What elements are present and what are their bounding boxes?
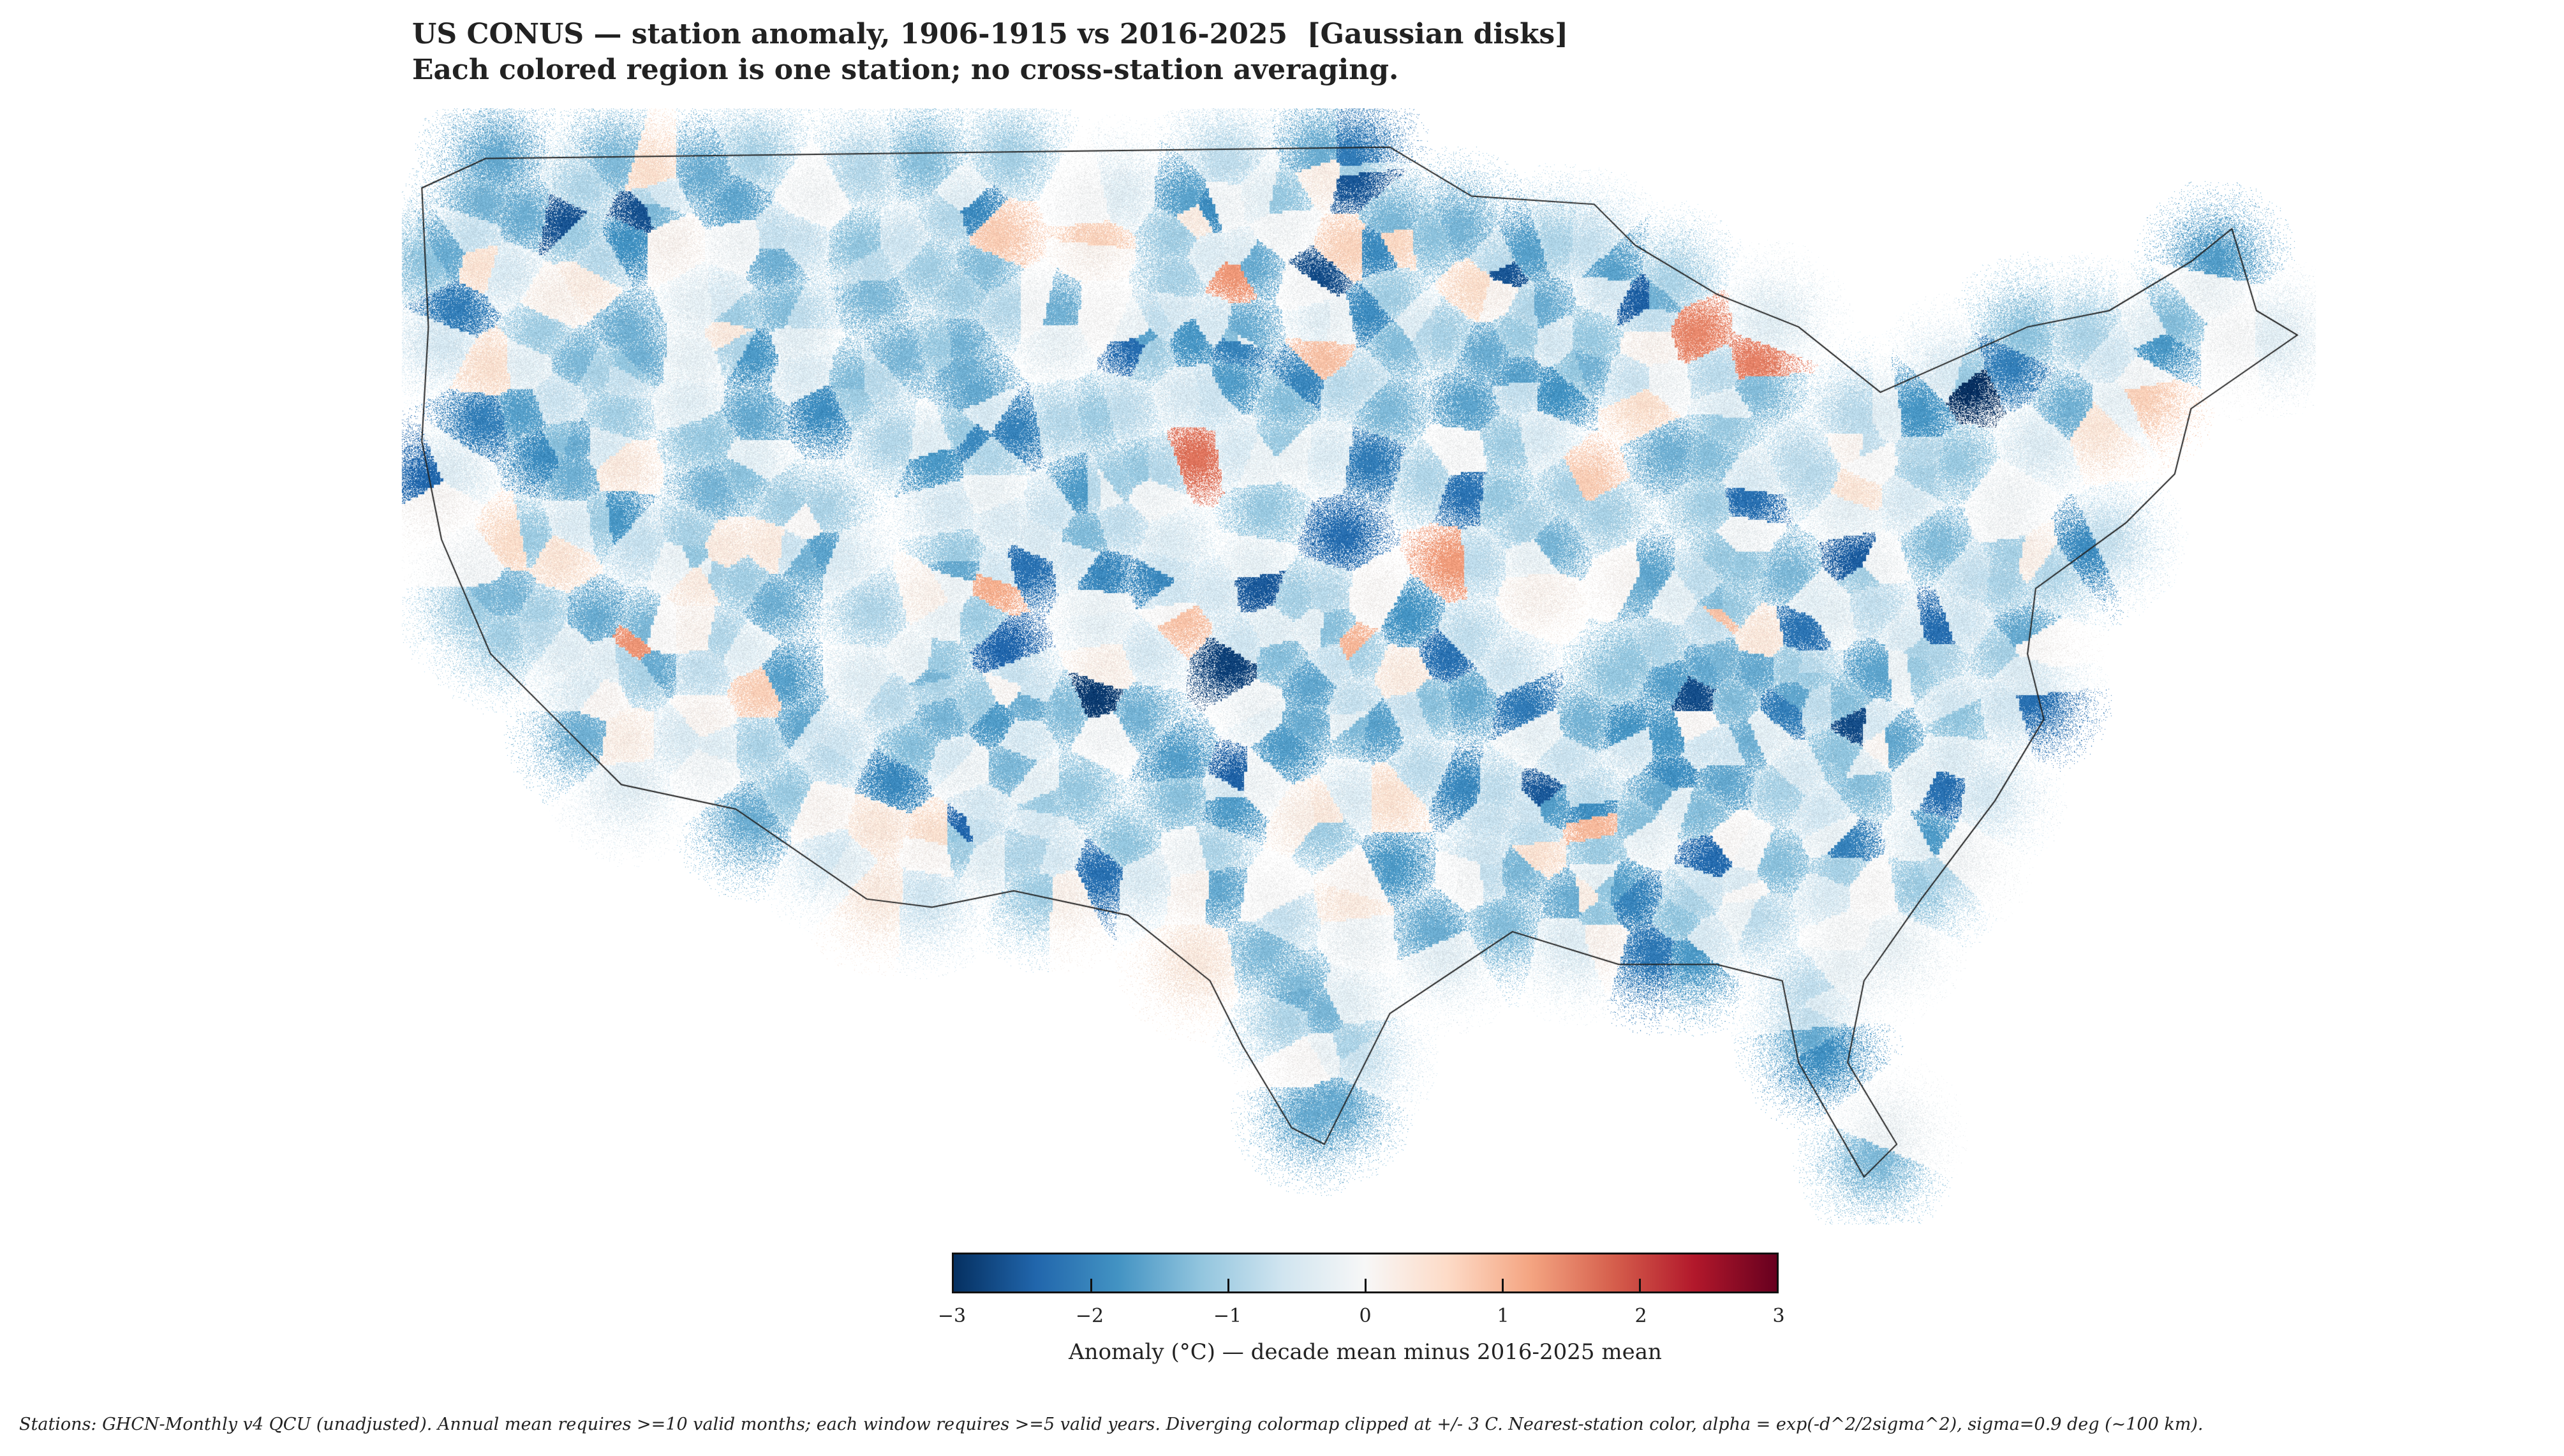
colorbar-tick-label: −3 [937,1305,967,1327]
title-line-1: US CONUS — station anomaly, 1906-1915 vs… [412,18,1569,50]
colorbar-tick [1090,1279,1092,1291]
figure-title: US CONUS — station anomaly, 1906-1915 vs… [412,17,1568,88]
colorbar-tick-label: −2 [1075,1305,1104,1327]
colorbar-tick [1365,1279,1367,1291]
colorbar-tick [1227,1279,1229,1291]
colorbar-tick-label: 1 [1497,1305,1509,1327]
colorbar-tick-label: 3 [1772,1305,1785,1327]
colorbar [952,1253,1779,1293]
colorbar-tick-label: −1 [1213,1305,1242,1327]
colorbar-tick-label: 2 [1634,1305,1647,1327]
colorbar-label: Anomaly (°C) — decade mean minus 2016-20… [1069,1339,1662,1365]
title-line-2: Each colored region is one station; no c… [412,54,1399,86]
footer-note: Stations: GHCN-Monthly v4 QCU (unadjuste… [19,1415,2204,1434]
colorbar-tick-label: 0 [1359,1305,1372,1327]
colorbar-tick [1502,1279,1504,1291]
station-anomaly-map [0,102,2564,1237]
colorbar-tick [1639,1279,1641,1291]
